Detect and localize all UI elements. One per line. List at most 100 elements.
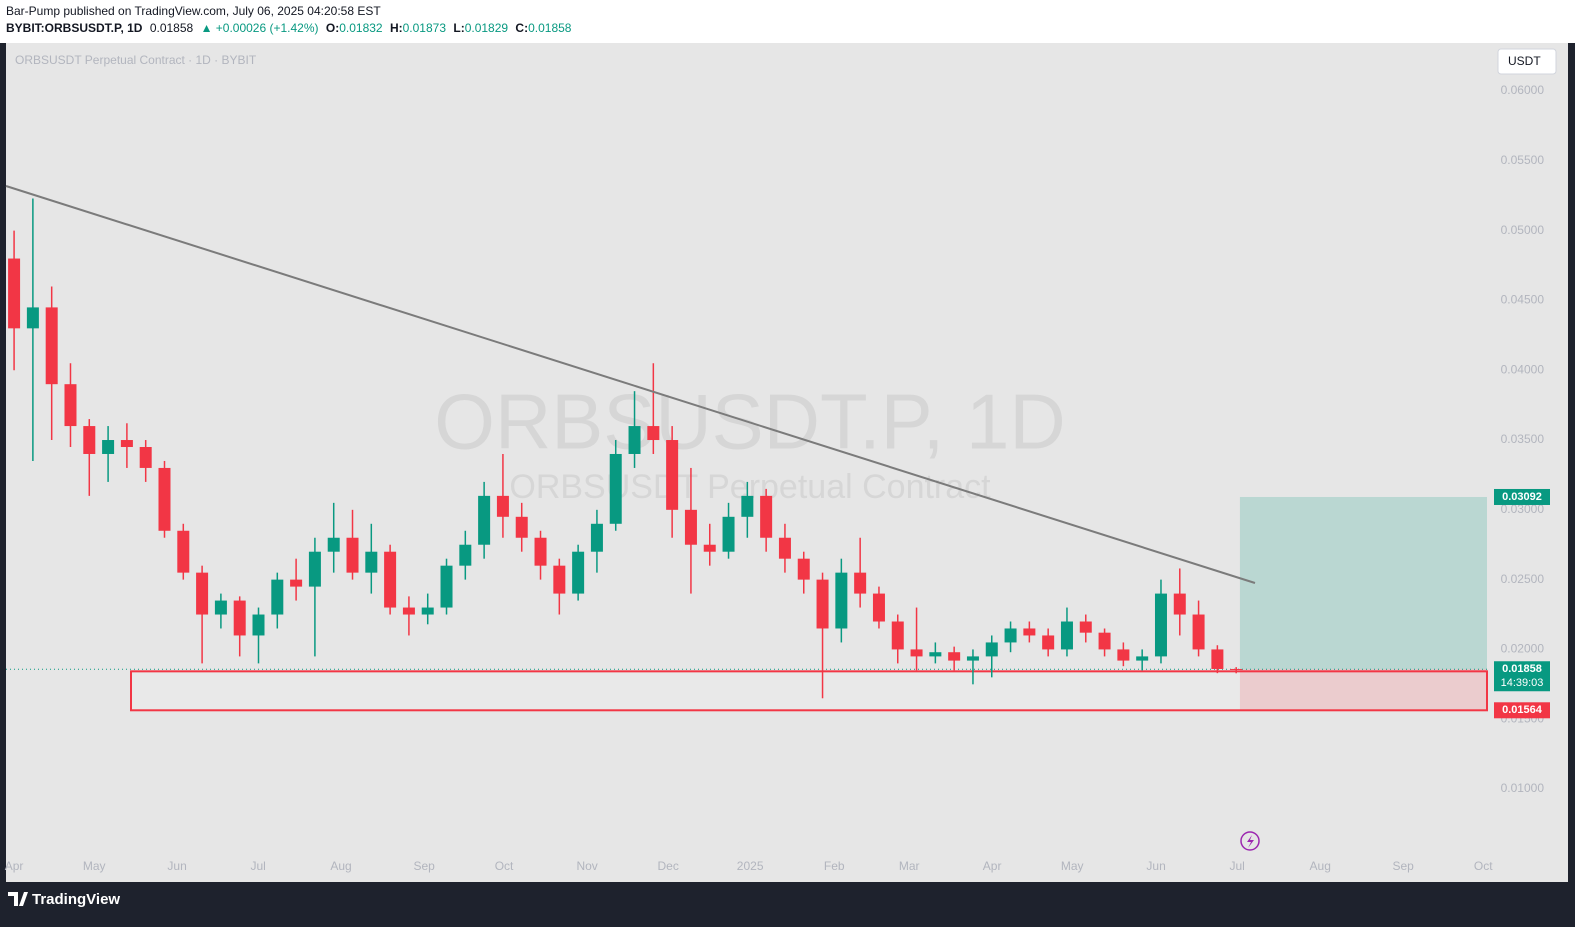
- candle-body: [872, 593, 885, 622]
- candle-body: [421, 607, 434, 615]
- x-tick-label: Oct: [495, 859, 514, 873]
- y-tick-label: 0.03000: [1501, 502, 1545, 516]
- candle-body: [83, 426, 96, 454]
- y-tick-label: 0.05000: [1501, 223, 1545, 237]
- candle-body: [120, 440, 133, 448]
- candle-body: [572, 551, 585, 594]
- candle-body: [45, 307, 58, 385]
- x-tick-label: Aug: [1310, 859, 1331, 873]
- candle-body: [346, 537, 359, 573]
- candle-body: [741, 495, 754, 517]
- candle-body: [440, 565, 453, 608]
- footer-logo: TradingView: [32, 891, 120, 908]
- stop-label: 0.01564: [1502, 704, 1543, 716]
- candle-body: [158, 467, 171, 531]
- candle-body: [233, 600, 246, 636]
- symbol: BYBIT:ORBSUSDT.P, 1D: [6, 21, 143, 35]
- candle-body: [365, 551, 378, 573]
- candle-body: [402, 607, 415, 615]
- legend: ORBSUSDT Perpetual Contract · 1D · BYBIT: [15, 53, 257, 67]
- candle-body: [214, 600, 227, 615]
- x-tick-label: Oct: [1474, 859, 1493, 873]
- currency-button[interactable]: [1497, 48, 1557, 75]
- y-tick-label: 0.06000: [1501, 83, 1545, 97]
- candle-body: [553, 565, 566, 594]
- candle-body: [929, 652, 942, 657]
- x-tick-label: 2025: [737, 859, 764, 873]
- footer-bg: [0, 882, 1575, 922]
- candle-body: [778, 537, 791, 559]
- x-tick-label: Nov: [576, 859, 597, 873]
- publish-line: Bar-Pump published on TradingView.com, J…: [6, 4, 381, 18]
- candle-body: [1098, 632, 1111, 650]
- target-label: 0.03092: [1502, 491, 1542, 503]
- header-bg: [0, 0, 1575, 43]
- chart-bg: [6, 43, 1568, 882]
- y-tick-label: 0.04500: [1501, 293, 1545, 307]
- candle-body: [1004, 628, 1017, 643]
- candle-body: [384, 551, 397, 608]
- support-box: [130, 670, 1488, 712]
- y-tick-label: 0.04000: [1501, 362, 1545, 376]
- candle-body: [760, 495, 773, 538]
- h: 0.01873: [403, 21, 447, 35]
- event-bolt: [1247, 835, 1254, 848]
- x-tick-label: May: [83, 859, 106, 873]
- candle-body: [985, 642, 998, 657]
- candle-body: [816, 579, 829, 629]
- candle-body: [948, 652, 961, 661]
- event-icon: [1240, 831, 1260, 851]
- x-tick-label: Apr: [5, 859, 24, 873]
- candle-body: [8, 258, 21, 329]
- target-label-bg: [1494, 488, 1550, 505]
- candle-body: [684, 509, 697, 545]
- candle-body: [891, 621, 904, 650]
- candle-body: [1154, 593, 1167, 657]
- candle-body: [609, 453, 622, 524]
- candle-body: [1079, 621, 1092, 633]
- x-tick-label: Mar: [899, 859, 920, 873]
- y-tick-label: 0.02000: [1501, 642, 1545, 656]
- stop-label-bg: [1494, 702, 1550, 719]
- candle-body: [478, 495, 491, 545]
- symbol-line: BYBIT:ORBSUSDT.P, 1D 0.01858 ▲ +0.00026 …: [6, 21, 572, 35]
- candle-body: [1230, 668, 1243, 670]
- x-tick-label: Jun: [1146, 859, 1165, 873]
- price-label-countdown: 14:39:03: [1501, 677, 1544, 689]
- x-tick-label: Sep: [413, 859, 435, 873]
- currency-label: USDT: [1508, 54, 1541, 68]
- candle-body: [722, 516, 735, 552]
- candle-body: [459, 544, 472, 566]
- candle-body: [1023, 628, 1036, 636]
- x-tick-label: Jul: [250, 859, 265, 873]
- c: 0.01858: [528, 21, 572, 35]
- trend-line: [5, 185, 1256, 584]
- y-tick-label: 0.02500: [1501, 572, 1545, 586]
- candle-body: [647, 426, 660, 441]
- candle-body: [515, 516, 528, 538]
- candle-body: [590, 523, 603, 552]
- profit-zone: [1239, 496, 1487, 670]
- footer-icon: [8, 892, 28, 906]
- o-label: O:: [326, 21, 339, 35]
- candle-body: [1117, 649, 1130, 661]
- candle-body: [534, 537, 547, 566]
- candle-body: [196, 572, 209, 615]
- candle-body: [1192, 614, 1205, 650]
- loss-zone: [1239, 669, 1487, 711]
- candle-body: [628, 426, 641, 454]
- candle-body: [666, 440, 679, 510]
- c-label: C:: [515, 21, 528, 35]
- candle-body: [496, 495, 509, 517]
- y-tick-label: 0.03500: [1501, 432, 1545, 446]
- candle-body: [966, 656, 979, 661]
- x-tick-label: Jun: [167, 859, 186, 873]
- candle-body: [797, 558, 810, 580]
- candle-body: [252, 614, 265, 636]
- candle-body: [177, 530, 190, 573]
- candle-body: [1060, 621, 1073, 650]
- candle-body: [1211, 649, 1224, 669]
- candle-body: [1136, 656, 1149, 661]
